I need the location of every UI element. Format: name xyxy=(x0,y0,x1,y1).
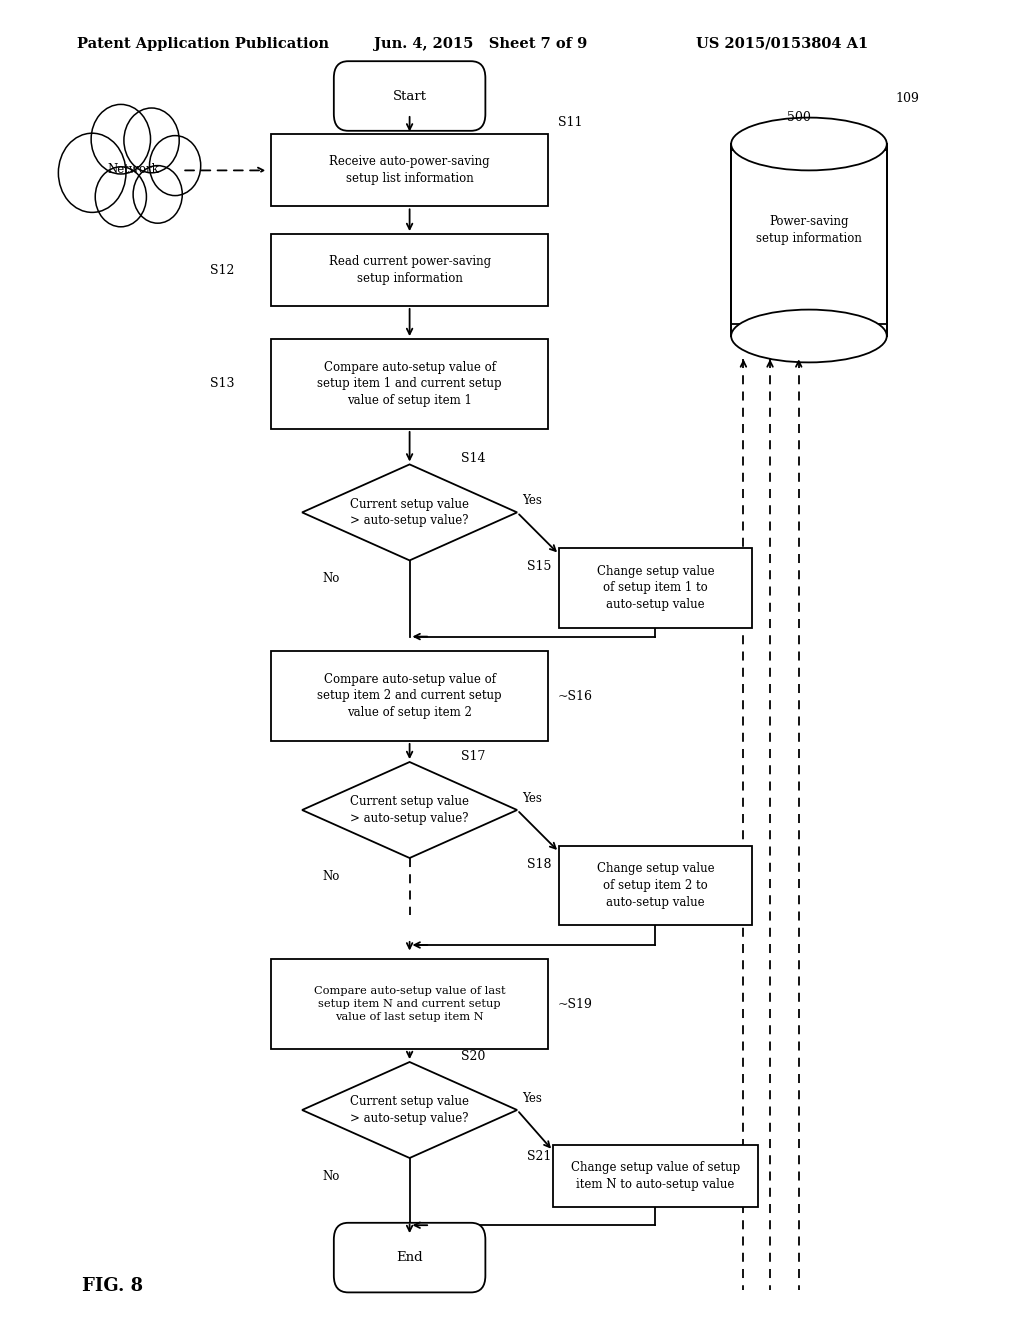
Polygon shape xyxy=(302,465,517,561)
FancyBboxPatch shape xyxy=(271,339,548,429)
Text: S13: S13 xyxy=(210,378,234,391)
Circle shape xyxy=(124,108,179,173)
Text: No: No xyxy=(323,870,340,883)
Text: Change setup value of setup
item N to auto-setup value: Change setup value of setup item N to au… xyxy=(570,1162,740,1191)
FancyBboxPatch shape xyxy=(271,234,548,306)
Text: Read current power-saving
setup information: Read current power-saving setup informat… xyxy=(329,255,490,285)
Text: Compare auto-setup value of
setup item 2 and current setup
value of setup item 2: Compare auto-setup value of setup item 2… xyxy=(317,673,502,719)
FancyBboxPatch shape xyxy=(559,846,752,925)
FancyBboxPatch shape xyxy=(271,135,548,206)
Ellipse shape xyxy=(731,310,887,363)
Text: Compare auto-setup value of last
setup item N and current setup
value of last se: Compare auto-setup value of last setup i… xyxy=(313,986,506,1023)
FancyBboxPatch shape xyxy=(731,144,887,337)
FancyBboxPatch shape xyxy=(731,150,887,323)
FancyBboxPatch shape xyxy=(553,1144,758,1208)
Text: S20: S20 xyxy=(461,1049,485,1063)
Circle shape xyxy=(58,133,126,213)
Text: S12: S12 xyxy=(210,264,234,276)
FancyBboxPatch shape xyxy=(271,651,548,741)
Text: ~S16: ~S16 xyxy=(558,689,593,702)
Text: End: End xyxy=(396,1251,423,1265)
Circle shape xyxy=(95,166,146,227)
Circle shape xyxy=(150,136,201,195)
Text: FIG. 8: FIG. 8 xyxy=(82,1278,143,1295)
Ellipse shape xyxy=(731,117,887,170)
Text: Change setup value
of setup item 1 to
auto-setup value: Change setup value of setup item 1 to au… xyxy=(597,565,714,611)
Circle shape xyxy=(91,104,151,174)
Text: Yes: Yes xyxy=(522,1092,542,1105)
Text: No: No xyxy=(323,572,340,585)
Text: Jun. 4, 2015   Sheet 7 of 9: Jun. 4, 2015 Sheet 7 of 9 xyxy=(374,37,587,50)
FancyBboxPatch shape xyxy=(559,548,752,627)
Text: Start: Start xyxy=(392,90,427,103)
Text: Patent Application Publication: Patent Application Publication xyxy=(77,37,329,50)
Text: S15: S15 xyxy=(527,560,552,573)
Text: S18: S18 xyxy=(527,858,552,870)
Text: Power-saving
setup information: Power-saving setup information xyxy=(756,215,862,246)
Text: 109: 109 xyxy=(895,92,919,104)
Polygon shape xyxy=(302,1063,517,1158)
Circle shape xyxy=(133,165,182,223)
Text: Receive auto-power-saving
setup list information: Receive auto-power-saving setup list inf… xyxy=(330,156,489,185)
Text: US 2015/0153804 A1: US 2015/0153804 A1 xyxy=(696,37,868,50)
Text: S11: S11 xyxy=(558,116,583,129)
Text: S17: S17 xyxy=(461,750,485,763)
Text: Change setup value
of setup item 2 to
auto-setup value: Change setup value of setup item 2 to au… xyxy=(597,862,714,909)
Polygon shape xyxy=(302,762,517,858)
Text: 500: 500 xyxy=(786,111,811,124)
FancyBboxPatch shape xyxy=(334,61,485,131)
Text: Yes: Yes xyxy=(522,494,542,507)
Text: Network: Network xyxy=(108,162,159,176)
Text: Current setup value
> auto-setup value?: Current setup value > auto-setup value? xyxy=(350,1096,469,1125)
Text: No: No xyxy=(323,1170,340,1183)
Text: Current setup value
> auto-setup value?: Current setup value > auto-setup value? xyxy=(350,795,469,825)
Text: S21: S21 xyxy=(527,1150,552,1163)
Text: Compare auto-setup value of
setup item 1 and current setup
value of setup item 1: Compare auto-setup value of setup item 1… xyxy=(317,360,502,408)
Text: S14: S14 xyxy=(461,451,485,465)
FancyBboxPatch shape xyxy=(334,1222,485,1292)
FancyBboxPatch shape xyxy=(271,960,548,1049)
Text: ~S19: ~S19 xyxy=(558,998,593,1011)
Text: Yes: Yes xyxy=(522,792,542,804)
Text: Current setup value
> auto-setup value?: Current setup value > auto-setup value? xyxy=(350,498,469,527)
